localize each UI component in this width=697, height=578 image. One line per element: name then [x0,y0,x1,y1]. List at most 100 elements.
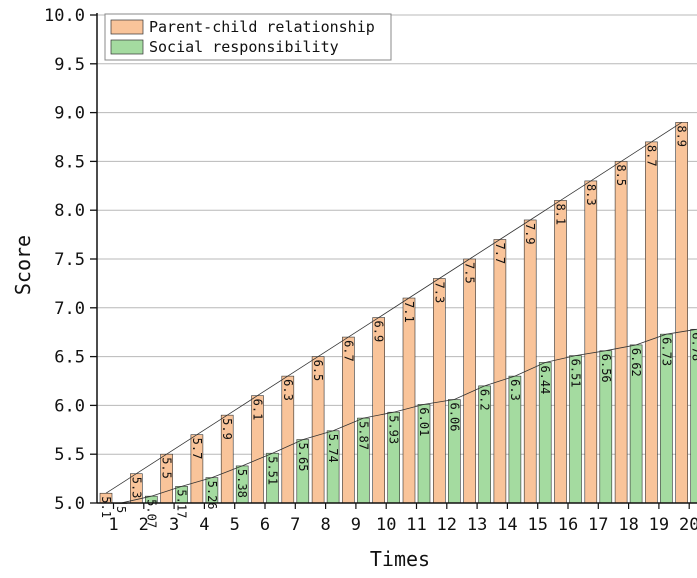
x-tick-label: 4 [199,515,209,535]
data-label: 6.62 [629,348,643,377]
data-label: 5.87 [356,421,370,450]
data-label: 5.65 [296,443,310,472]
data-label: 5.1 [99,496,113,518]
data-label: 8.5 [614,164,628,186]
data-label: 6.2 [478,389,492,411]
bar [493,239,507,504]
y-tick-label: 7.0 [54,299,85,319]
data-label: 5.93 [387,415,401,444]
y-tick-label: 8.5 [54,152,85,172]
bar [645,141,658,504]
x-tick-label: 19 [649,515,669,535]
data-label: 6.3 [508,379,522,401]
y-tick-label: 8.0 [54,201,85,221]
y-tick-label: 9.0 [54,104,85,124]
x-tick-label: 20 [679,515,697,535]
y-tick-label: 6.5 [54,348,85,368]
data-label: 5.51 [266,456,280,485]
x-tick-label: 7 [290,515,300,535]
data-label: 5.9 [220,418,234,440]
x-tick-label: 15 [527,515,547,535]
bar [342,336,355,504]
bar [675,122,689,504]
x-tick-label: 8 [320,515,330,535]
data-label: 6.78 [690,332,697,361]
data-label: 5.3 [129,477,143,499]
x-tick-label: 6 [260,515,270,535]
data-label: 6.7 [341,340,355,362]
data-label: 5.74 [326,434,340,463]
data-label: 5.38 [235,469,249,498]
legend-swatch [110,19,144,35]
legend-swatch [110,39,144,55]
bar [584,180,598,504]
legend-label: Parent-child relationship [149,18,375,36]
data-label: 6.06 [447,403,461,432]
data-label: 6.1 [251,399,265,421]
data-label: 5.07 [144,499,158,528]
y-tick-label: 10.0 [44,6,85,26]
trend-line [105,122,682,494]
y-tick-label: 9.5 [54,55,85,75]
x-axis-title: Times [370,547,430,571]
data-label: 6.5 [311,360,325,382]
data-labels: 5.1 5.3 5.5 5.7 5.9 6.1 6.3 6.5 6.7 6.9 7.1 7.3 7.5 7… [99,125,697,528]
data-label: 7.1 [402,301,416,323]
x-tick-label: 13 [467,515,487,535]
gridlines [97,14,697,455]
bars [99,122,697,504]
x-tick-label: 2 [139,515,149,535]
x-tick-label: 5 [230,515,240,535]
data-label: 8.7 [644,145,658,167]
bar [402,297,416,504]
x-tick-label: 16 [558,515,578,535]
trend-lines [105,122,697,504]
data-label: 7.9 [523,223,537,245]
data-label: 5.17 [175,489,189,518]
bar [523,219,537,504]
data-label: 5 [114,506,128,513]
data-label: 6.56 [599,354,613,383]
bar [463,258,476,504]
y-tick-label: 6.0 [54,396,85,416]
y-axis-title: Score [11,235,35,295]
data-label: 6.51 [569,359,583,388]
bar [432,278,446,504]
data-label: 6.44 [538,365,552,394]
data-label: 8.3 [584,184,598,206]
legend-label: Social responsibility [149,38,339,56]
x-tick-label: 9 [351,515,361,535]
bar [554,200,567,504]
y-tick-label: 7.5 [54,250,85,270]
data-label: 7.7 [493,242,507,264]
x-tick-label: 14 [497,515,517,535]
data-label: 8.9 [675,125,689,147]
data-label: 5.5 [160,457,174,479]
x-tick-label: 11 [406,515,426,535]
data-label: 6.01 [417,407,431,436]
data-label: 6.3 [281,379,295,401]
bar [614,161,628,504]
bar [372,317,386,504]
data-label: 6.73 [659,337,673,366]
x-tick-label: 10 [376,515,396,535]
y-tick-label: 5.0 [54,494,85,514]
data-label: 8.1 [554,203,568,225]
data-label: 7.5 [463,262,477,284]
trend-line [120,328,697,504]
x-tick-label: 17 [588,515,608,535]
data-label: 5.7 [190,438,204,460]
y-tick-label: 5.5 [54,445,85,465]
legend-box [104,13,392,61]
data-label: 5.26 [205,481,219,510]
axes: 5.05.56.06.57.07.58.08.59.09.510.01 2 3 4 5 6… [44,6,697,535]
legend: Parent-child relationship Social responsi… [104,13,392,61]
x-tick-label: 1 [108,515,118,535]
data-label: 7.3 [432,282,446,304]
x-tick-label: 3 [169,515,179,535]
x-tick-label: 18 [618,515,638,535]
data-label: 6.9 [372,321,386,343]
x-tick-label: 12 [437,515,457,535]
